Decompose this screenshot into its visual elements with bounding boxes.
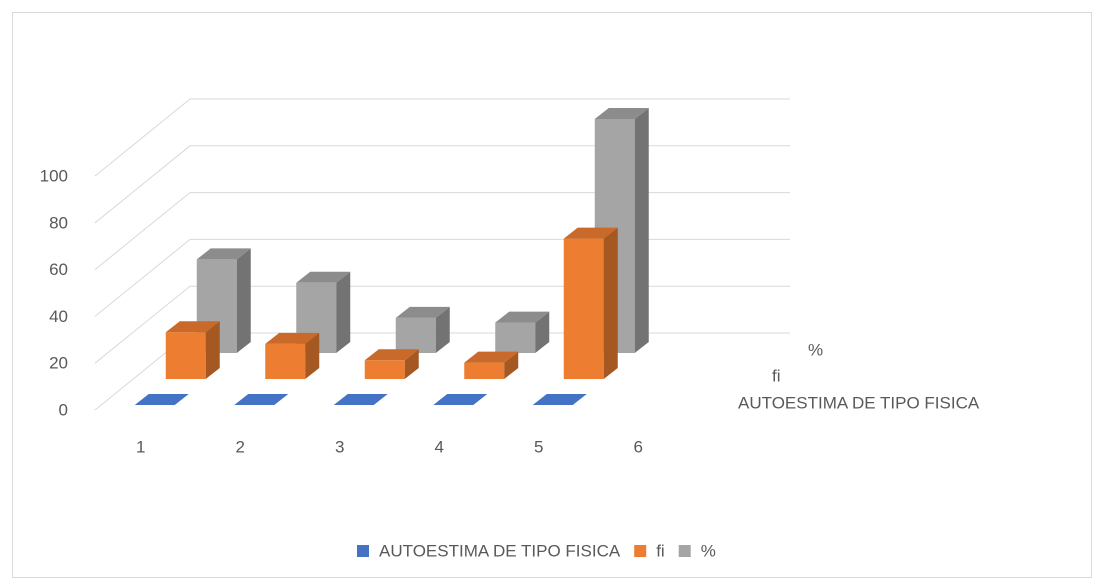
legend-label: % [701, 541, 716, 560]
bar-top [532, 394, 587, 405]
y-tick-label: 0 [59, 400, 68, 419]
bar-top [196, 248, 251, 260]
bar-front [464, 362, 505, 379]
chart-border [12, 12, 1092, 578]
bar-top [433, 394, 488, 405]
bar [433, 394, 488, 405]
bar-side [305, 332, 320, 379]
bar-top [333, 394, 388, 405]
bar-side [603, 227, 618, 379]
bar [495, 311, 550, 353]
bar-side [236, 248, 251, 353]
bar-top [594, 108, 649, 119]
bar [364, 349, 419, 379]
bar-front [563, 238, 604, 379]
bar-top [495, 311, 550, 323]
bar-side [205, 321, 220, 379]
legend-label: fi [656, 541, 665, 560]
bar-side [336, 271, 351, 353]
x-tick-label: 4 [435, 437, 444, 456]
bar-top [134, 394, 189, 405]
y-tick-label: 40 [49, 307, 68, 326]
grid-line [94, 145, 790, 224]
y-tick-label: 60 [49, 260, 68, 279]
grid-line [94, 98, 790, 177]
y-tick-label: 80 [49, 213, 68, 232]
bar-front [395, 317, 436, 353]
bar-top [464, 351, 519, 363]
legend-swatch [678, 545, 691, 557]
bar-top [395, 306, 450, 318]
x-tick-label: 5 [534, 437, 543, 456]
grid-line [94, 192, 790, 270]
depth-label: % [808, 340, 823, 359]
x-tick-label: 6 [634, 437, 643, 456]
bar [395, 306, 450, 353]
y-tick-label: 100 [40, 166, 68, 185]
bar [134, 394, 189, 405]
x-tick-label: 1 [136, 437, 145, 456]
depth-label: fi [772, 366, 781, 385]
legend-label: AUTOESTIMA DE TIPO FISICA [379, 541, 621, 560]
bar-front [265, 343, 306, 379]
bar-top [296, 271, 351, 283]
y-tick-label: 20 [49, 354, 68, 373]
bar-side [535, 311, 550, 353]
bar-front [495, 322, 536, 353]
bar-top [165, 321, 220, 333]
legend-swatch [357, 545, 369, 557]
bar-front [364, 360, 405, 379]
bar-top [563, 227, 618, 239]
bar [265, 332, 320, 379]
bar-side [404, 349, 419, 379]
depth-label: AUTOESTIMA DE TIPO FISICA [738, 393, 980, 412]
bar-side [634, 108, 649, 353]
bar [532, 394, 587, 405]
bar-top [265, 332, 320, 344]
bar [464, 351, 519, 379]
x-tick-label: 3 [335, 437, 344, 456]
bar [563, 227, 618, 379]
bar-side [435, 306, 450, 353]
bar-side [504, 351, 519, 379]
bar-top [364, 349, 419, 361]
x-tick-label: 2 [236, 437, 245, 456]
bar-front [165, 332, 206, 379]
bar [165, 321, 220, 379]
legend-swatch [634, 545, 647, 557]
bar [333, 394, 388, 405]
bar [234, 394, 289, 405]
bar-top [234, 394, 289, 405]
